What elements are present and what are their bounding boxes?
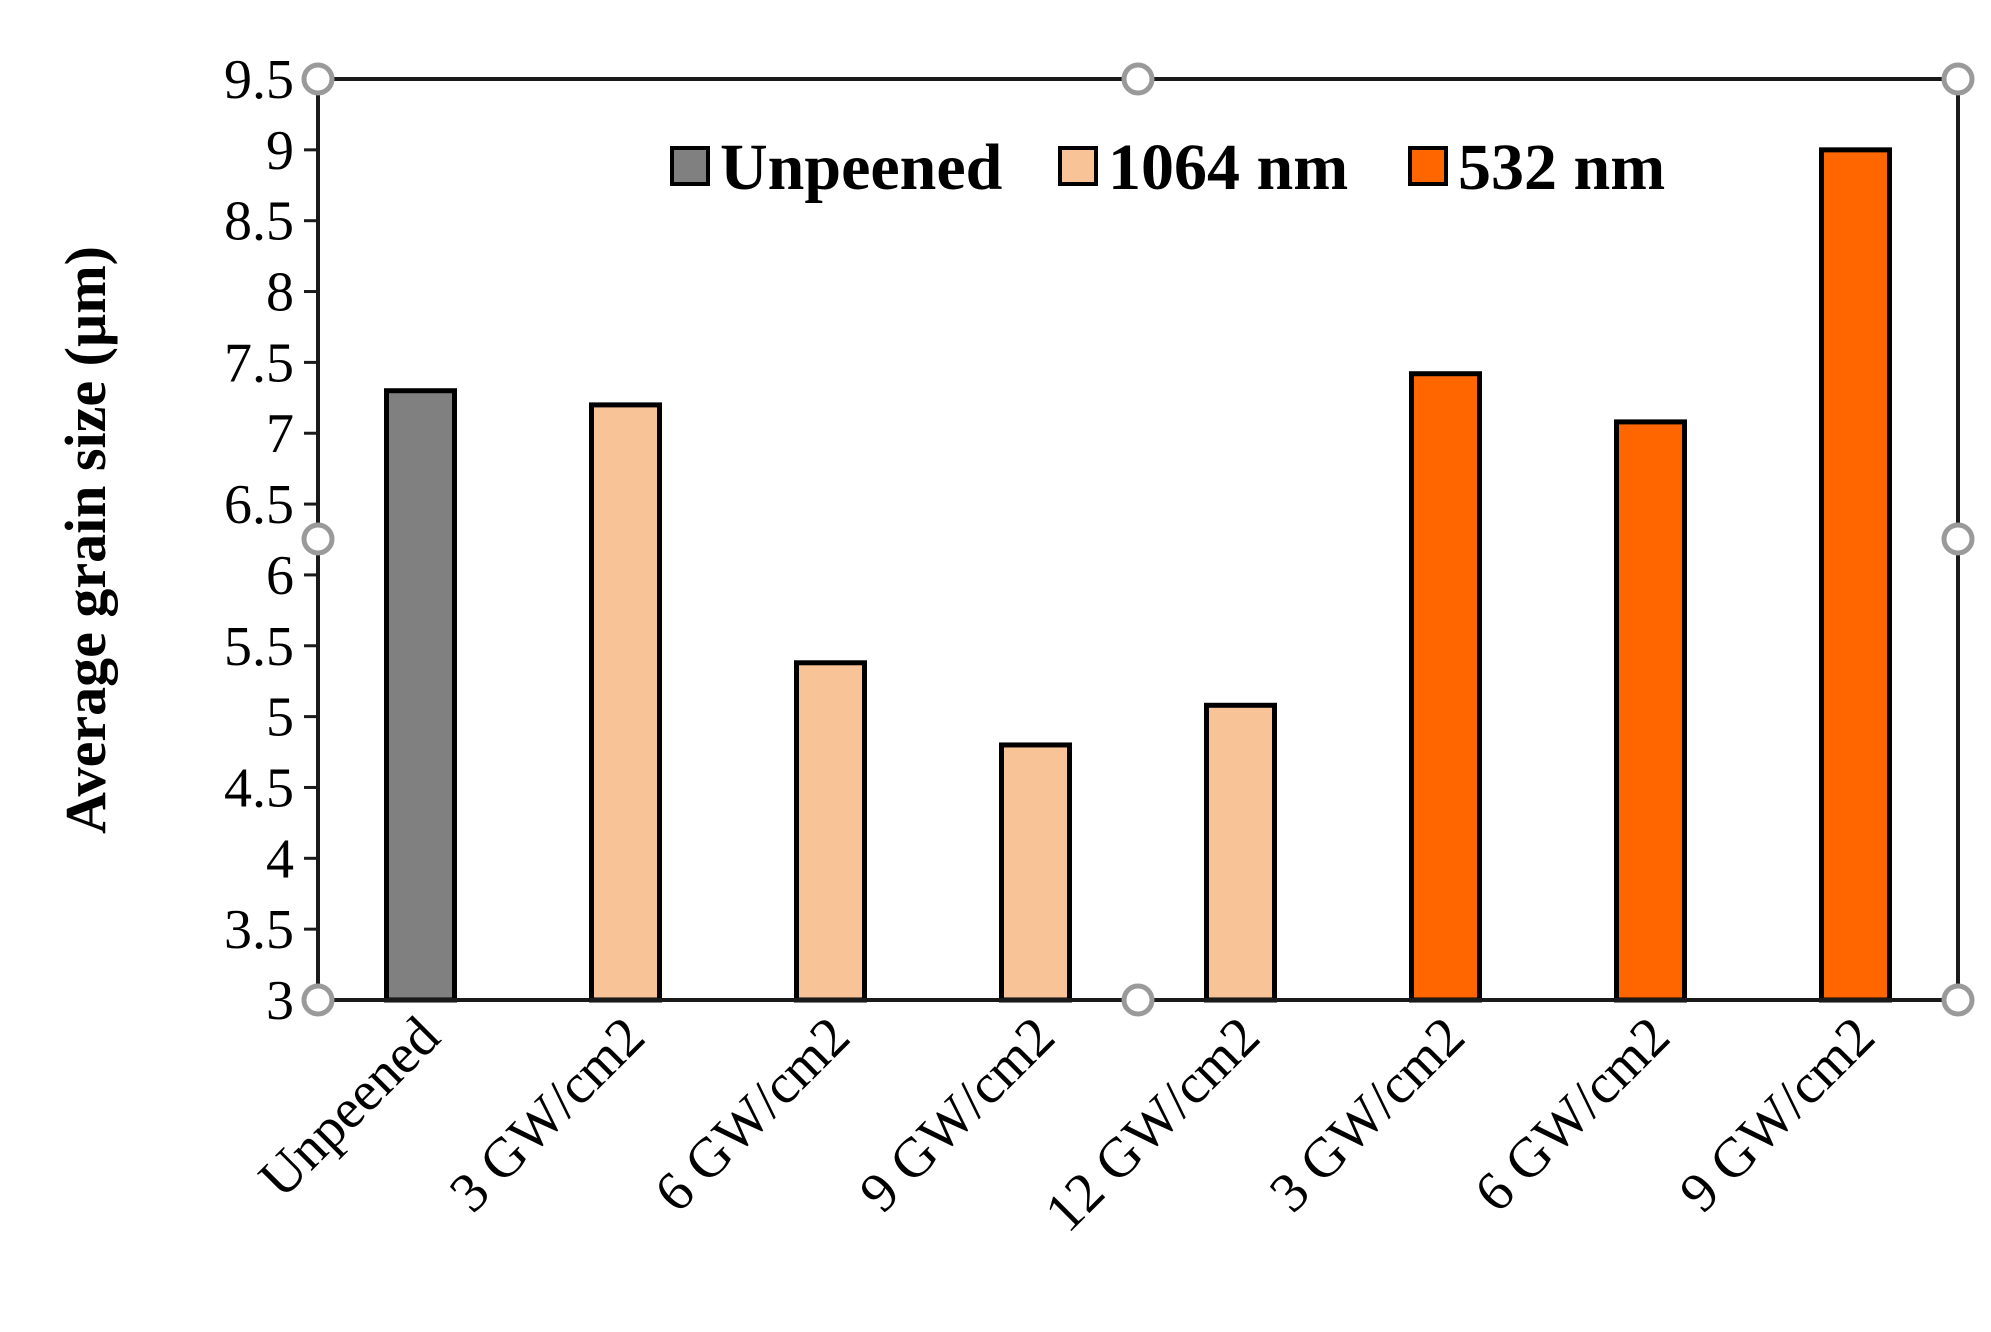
legend-swatch-1064nm (1058, 146, 1098, 186)
y-tick-label: 5 (266, 687, 294, 749)
resize-handle-bottom-right[interactable] (1941, 983, 1975, 1017)
bar[interactable] (794, 660, 867, 1003)
bar[interactable] (1409, 371, 1482, 1003)
x-category-label: 3 GW/cm2 (1258, 1005, 1477, 1224)
y-tick-label: 8.5 (224, 191, 294, 253)
legend: Unpeened 1064 nm 532 nm (670, 131, 1665, 204)
x-category-label: 3 GW/cm2 (438, 1005, 657, 1224)
x-category-label: 6 GW/cm2 (1463, 1005, 1682, 1224)
y-tick-label: 7 (266, 403, 294, 465)
bar[interactable] (1614, 419, 1687, 1003)
y-tick-label: 7.5 (224, 332, 294, 394)
y-tick-label: 4.5 (224, 757, 294, 819)
plot-area (316, 77, 1960, 1002)
legend-swatch-unpeened (670, 146, 710, 186)
legend-swatch-532nm (1408, 146, 1448, 186)
resize-handle-bottom-middle[interactable] (1121, 983, 1155, 1017)
x-category-label: 12 GW/cm2 (1033, 1005, 1271, 1243)
y-tick-label: 4 (266, 828, 294, 890)
resize-handle-middle-left[interactable] (301, 522, 335, 556)
resize-handle-top-left[interactable] (301, 62, 335, 96)
x-category-label: Unpeened (247, 1005, 451, 1209)
bar[interactable] (1819, 147, 1892, 1003)
y-tick-label: 6.5 (224, 474, 294, 536)
y-tick-label: 3 (266, 970, 294, 1032)
x-category-label: 6 GW/cm2 (643, 1005, 862, 1224)
bar[interactable] (1204, 702, 1277, 1003)
selection-handles[interactable] (301, 62, 1975, 1017)
legend-label-1064nm: 1064 nm (1108, 131, 1348, 204)
y-axis-label: Average grain size (µm) (53, 246, 118, 834)
resize-handle-bottom-left[interactable] (301, 983, 335, 1017)
legend-label-532nm: 532 nm (1458, 131, 1665, 204)
bar[interactable] (384, 388, 457, 1003)
bar[interactable] (589, 402, 662, 1003)
y-axis-ticks: 3 3.5 4 4.5 5 5.5 6 6.5 7 7.5 8 8.5 9 9.5 (224, 49, 318, 1032)
legend-label-unpeened: Unpeened (720, 131, 1002, 204)
y-tick-label: 9.5 (224, 49, 294, 111)
x-category-label: 9 GW/cm2 (848, 1005, 1067, 1224)
bar[interactable] (999, 742, 1072, 1003)
resize-handle-middle-right[interactable] (1941, 522, 1975, 556)
x-category-label: 9 GW/cm2 (1668, 1005, 1887, 1224)
y-tick-label: 5.5 (224, 616, 294, 678)
resize-handle-top-right[interactable] (1941, 62, 1975, 96)
bars-group (318, 147, 1958, 1003)
y-tick-label: 3.5 (224, 899, 294, 961)
y-tick-label: 6 (266, 545, 294, 607)
y-tick-label: 8 (266, 262, 294, 324)
y-tick-label: 9 (266, 120, 294, 182)
resize-handle-top-middle[interactable] (1121, 62, 1155, 96)
